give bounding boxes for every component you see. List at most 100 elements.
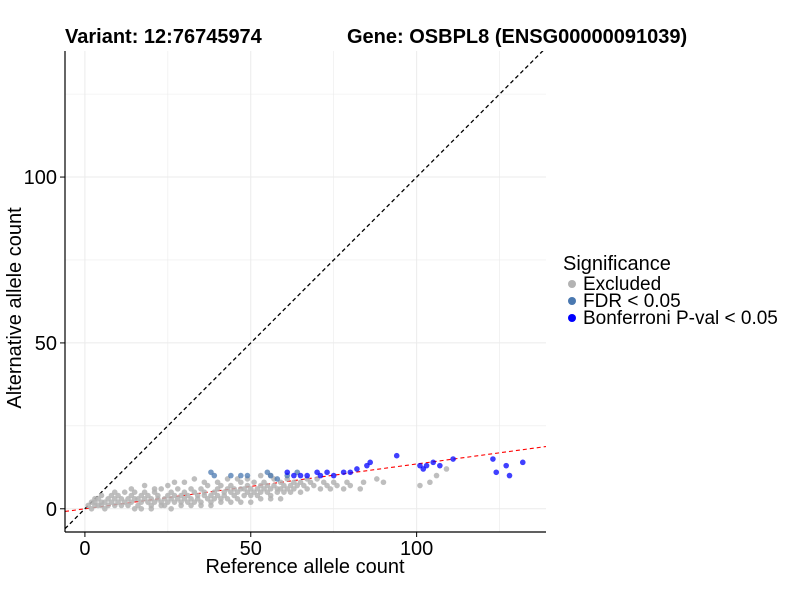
data-point-bonferroni-p-val-0-05 bbox=[324, 469, 330, 476]
data-point-excluded bbox=[155, 492, 161, 499]
data-point-excluded bbox=[340, 486, 347, 492]
data-point-bonferroni-p-val-0-05 bbox=[317, 472, 324, 479]
data-point-excluded bbox=[201, 479, 208, 486]
data-point-excluded bbox=[257, 472, 264, 479]
data-point-excluded bbox=[168, 505, 174, 512]
data-point-bonferroni-p-val-0-05 bbox=[340, 469, 347, 476]
legend-swatch-excluded bbox=[568, 280, 576, 288]
data-point-bonferroni-p-val-0-05 bbox=[423, 462, 430, 469]
x-tick-label: 0 bbox=[79, 538, 90, 560]
data-point-bonferroni-p-val-0-05 bbox=[450, 456, 456, 462]
data-point-excluded bbox=[334, 482, 340, 489]
data-point-excluded bbox=[92, 496, 98, 502]
data-point-excluded bbox=[138, 505, 145, 512]
legend-label-excluded: Excluded bbox=[583, 274, 661, 295]
data-point-excluded bbox=[374, 476, 380, 482]
y-tick-label: 100 bbox=[24, 167, 57, 189]
data-point-fdr-0-05 bbox=[211, 472, 218, 479]
data-point-excluded bbox=[98, 492, 105, 499]
data-point-excluded bbox=[360, 479, 367, 486]
grid-lines bbox=[65, 51, 546, 532]
trend-lines bbox=[65, 51, 546, 530]
data-point-excluded bbox=[277, 496, 284, 502]
data-points bbox=[85, 452, 526, 512]
identity-reference-line bbox=[65, 51, 544, 530]
data-point-excluded bbox=[238, 499, 244, 505]
data-point-bonferroni-p-val-0-05 bbox=[503, 462, 509, 469]
data-point-excluded bbox=[174, 486, 181, 492]
data-point-fdr-0-05 bbox=[228, 472, 234, 479]
legend-swatch-bonferroni bbox=[568, 314, 576, 322]
data-point-bonferroni-p-val-0-05 bbox=[437, 462, 443, 469]
data-point-bonferroni-p-val-0-05 bbox=[347, 469, 354, 476]
data-point-bonferroni-p-val-0-05 bbox=[284, 469, 291, 476]
data-point-excluded bbox=[165, 482, 171, 489]
data-point-bonferroni-p-val-0-05 bbox=[304, 472, 310, 479]
data-point-fdr-0-05 bbox=[238, 472, 244, 479]
data-point-excluded bbox=[218, 499, 224, 505]
data-point-bonferroni-p-val-0-05 bbox=[506, 472, 513, 479]
data-point-excluded bbox=[251, 479, 257, 486]
data-point-excluded bbox=[201, 489, 208, 495]
data-point-excluded bbox=[198, 502, 204, 509]
data-point-excluded bbox=[347, 482, 354, 489]
data-point-bonferroni-p-val-0-05 bbox=[519, 459, 526, 466]
data-point-excluded bbox=[178, 502, 184, 509]
data-point-excluded bbox=[111, 489, 118, 495]
data-point-excluded bbox=[158, 486, 164, 492]
data-point-excluded bbox=[214, 479, 221, 486]
data-point-excluded bbox=[317, 486, 324, 492]
data-point-bonferroni-p-val-0-05 bbox=[297, 472, 304, 479]
data-point-excluded bbox=[148, 505, 155, 512]
data-point-excluded bbox=[191, 476, 198, 482]
data-point-excluded bbox=[433, 472, 440, 479]
data-point-excluded bbox=[121, 489, 128, 495]
data-point-bonferroni-p-val-0-05 bbox=[367, 459, 373, 466]
data-point-bonferroni-p-val-0-05 bbox=[291, 472, 297, 479]
legend-label-bonferroni: Bonferroni P-val < 0.05 bbox=[583, 308, 778, 329]
x-axis-label: Reference allele count bbox=[205, 556, 404, 578]
y-axis-label: Alternative allele count bbox=[4, 207, 26, 409]
data-point-excluded bbox=[128, 486, 135, 492]
data-point-bonferroni-p-val-0-05 bbox=[354, 466, 360, 472]
data-point-bonferroni-p-val-0-05 bbox=[330, 472, 337, 479]
data-point-fdr-0-05 bbox=[244, 472, 251, 479]
data-point-excluded bbox=[188, 502, 194, 509]
data-point-excluded bbox=[357, 486, 364, 492]
legend-title: Significance bbox=[563, 253, 671, 275]
data-point-excluded bbox=[427, 479, 433, 486]
chart-title-variant: Variant: 12:76745974 bbox=[65, 26, 263, 48]
y-tick-label: 0 bbox=[46, 499, 57, 521]
data-point-excluded bbox=[304, 486, 310, 492]
data-point-fdr-0-05 bbox=[274, 476, 281, 482]
data-point-excluded bbox=[380, 479, 387, 486]
axes: 0 50 100 0 50 100 bbox=[24, 51, 546, 560]
data-point-bonferroni-p-val-0-05 bbox=[393, 452, 400, 459]
data-point-excluded bbox=[310, 482, 317, 489]
data-point-excluded bbox=[247, 499, 254, 505]
legend-label-fdr: FDR < 0.05 bbox=[583, 291, 681, 312]
x-tick-label: 50 bbox=[240, 538, 262, 560]
data-point-fdr-0-05 bbox=[267, 472, 274, 479]
chart-title-gene: Gene: OSBPL8 (ENSG00000091039) bbox=[347, 26, 687, 48]
data-point-excluded bbox=[417, 482, 423, 489]
data-point-excluded bbox=[131, 505, 138, 512]
data-point-bonferroni-p-val-0-05 bbox=[493, 469, 500, 476]
data-point-excluded bbox=[297, 489, 304, 495]
legend-swatch-fdr bbox=[568, 297, 576, 305]
data-point-bonferroni-p-val-0-05 bbox=[430, 459, 437, 466]
data-point-excluded bbox=[141, 482, 148, 489]
legend: Significance Excluded FDR < 0.05 Bonferr… bbox=[563, 253, 778, 329]
data-point-excluded bbox=[181, 479, 188, 486]
data-point-excluded bbox=[158, 502, 164, 509]
data-point-excluded bbox=[208, 502, 214, 509]
x-tick-label: 100 bbox=[400, 538, 433, 560]
data-point-excluded bbox=[267, 496, 274, 502]
data-point-excluded bbox=[171, 479, 178, 486]
data-point-bonferroni-p-val-0-05 bbox=[490, 456, 496, 462]
data-point-excluded bbox=[327, 486, 334, 492]
data-point-excluded bbox=[257, 496, 264, 502]
data-point-excluded bbox=[228, 499, 234, 505]
data-point-excluded bbox=[151, 486, 158, 492]
